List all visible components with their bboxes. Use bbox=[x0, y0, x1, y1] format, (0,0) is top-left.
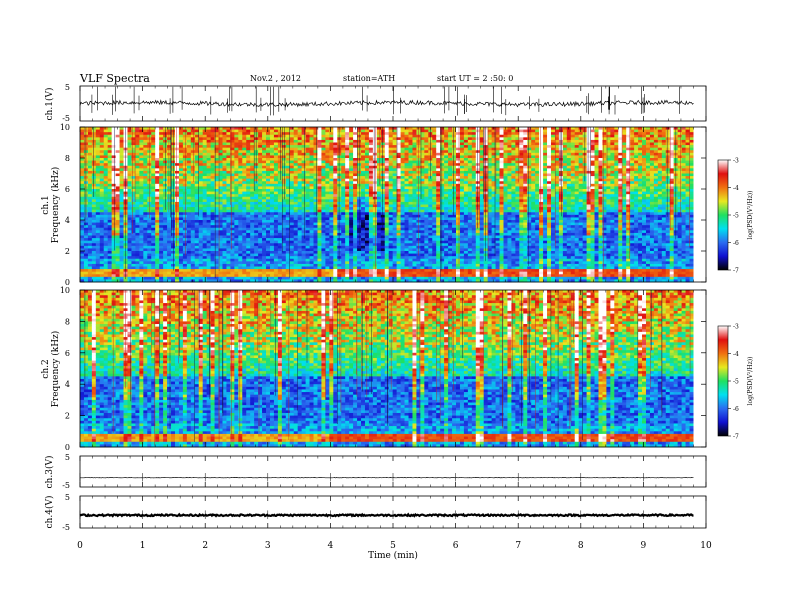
time-tick-7: 7 bbox=[515, 541, 521, 551]
ch3-waveform-ylabel: ch.3(V) bbox=[44, 456, 55, 489]
time-axis: 0 1 2 3 4 5 6 7 8 9 10 bbox=[77, 86, 712, 551]
time-tick-0: 0 bbox=[77, 541, 83, 551]
ch3-waveform-trace bbox=[79, 473, 694, 482]
date-label: Nov.2 , 2012 bbox=[250, 74, 302, 83]
time-tick-3: 3 bbox=[265, 541, 271, 551]
spec1-ytick-0: 0 bbox=[65, 278, 70, 287]
cb2-tick--3: -3 bbox=[733, 324, 739, 331]
ch3-waveform-panel: 5 -5 ch.3(V) bbox=[44, 453, 707, 490]
time-tick-10: 10 bbox=[700, 541, 712, 551]
cb1-tick--6: -6 bbox=[733, 240, 739, 247]
ch1-spectrogram-image bbox=[80, 127, 706, 283]
ch1-spectrogram-panel: 0 2 4 6 8 10 ch.1 Frequency (kHz) bbox=[41, 123, 707, 287]
ch3-waveform-frame bbox=[79, 455, 707, 488]
ch4-ytick-top: 5 bbox=[65, 493, 70, 502]
ch4-waveform-panel: 5 -5 ch.4(V) bbox=[44, 493, 707, 532]
ch2-colorbar: -3 -4 -5 -6 -7 log(PSD(V²/Hz)) bbox=[717, 324, 754, 441]
time-tick-9: 9 bbox=[641, 541, 647, 551]
cb1-tick--3: -3 bbox=[733, 158, 739, 165]
ch1-waveform-frame bbox=[79, 85, 707, 122]
ch4-waveform-trace bbox=[79, 510, 694, 520]
time-tick-2: 2 bbox=[202, 541, 208, 551]
time-tick-8: 8 bbox=[578, 541, 584, 551]
spec1-ytick-4: 4 bbox=[65, 216, 70, 225]
ch3-ytick-bottom: -5 bbox=[62, 481, 70, 490]
ch2-spec-ylabel: Frequency (kHz) bbox=[50, 331, 61, 408]
cb1-label: log(PSD(V²/Hz)) bbox=[747, 191, 754, 240]
ch1-spec-channel-label: ch.1 bbox=[41, 195, 51, 214]
station-label: station=ATH bbox=[343, 74, 396, 83]
time-tick-1: 1 bbox=[140, 541, 146, 551]
spec2-ytick-0: 0 bbox=[65, 443, 70, 452]
ch1-spec-ylabel: Frequency (kHz) bbox=[50, 167, 61, 244]
time-tick-5: 5 bbox=[390, 541, 396, 551]
ch2-spec-channel-label: ch.2 bbox=[41, 359, 51, 378]
cb2-tick--5: -5 bbox=[733, 379, 739, 386]
ch1-ytick-top: 5 bbox=[65, 83, 70, 92]
ch2-spectrogram-image bbox=[80, 290, 706, 448]
spec2-ytick-8: 8 bbox=[65, 317, 70, 326]
spec2-ytick-10: 10 bbox=[60, 286, 70, 295]
ch1-colorbar: -3 -4 -5 -6 -7 log(PSD(V²/Hz)) bbox=[717, 158, 754, 275]
cb2-tick--4: -4 bbox=[733, 351, 739, 358]
spec1-ytick-6: 6 bbox=[65, 185, 70, 194]
figure-title: VLF Spectra bbox=[80, 72, 150, 85]
ch3-ytick-top: 5 bbox=[65, 453, 70, 462]
ch2-spectrogram-panel: 0 2 4 6 8 10 ch.2 Frequency (kHz) bbox=[41, 286, 707, 452]
spec1-ytick-8: 8 bbox=[65, 154, 70, 163]
ch4-ytick-bottom: -5 bbox=[62, 523, 70, 532]
spec2-ytick-4: 4 bbox=[65, 380, 70, 389]
ch1-ytick-bottom: -5 bbox=[62, 114, 70, 123]
cb1-tick--4: -4 bbox=[733, 185, 739, 192]
cb2-tick--7: -7 bbox=[733, 434, 739, 441]
cb2-tick--6: -6 bbox=[733, 406, 739, 413]
cb1-tick--7: -7 bbox=[733, 268, 739, 275]
spec1-ytick-2: 2 bbox=[65, 247, 70, 256]
spec1-ytick-10: 10 bbox=[60, 123, 70, 132]
start-time-label: start UT = 2 :50: 0 bbox=[437, 74, 514, 83]
ch1-waveform-panel: 5 -5 ch.1(V) bbox=[44, 83, 707, 123]
time-tick-4: 4 bbox=[328, 541, 334, 551]
ch4-waveform-ylabel: ch.4(V) bbox=[44, 496, 55, 529]
time-tick-6: 6 bbox=[453, 541, 459, 551]
cb2-gradient bbox=[717, 325, 729, 437]
ch1-waveform-ylabel: ch.1(V) bbox=[44, 88, 55, 121]
ch1-waveform-trace bbox=[79, 86, 694, 116]
cb1-gradient bbox=[717, 159, 729, 271]
spec2-ytick-2: 2 bbox=[65, 412, 70, 421]
spec2-ytick-6: 6 bbox=[65, 349, 70, 358]
cb1-tick--5: -5 bbox=[733, 213, 739, 220]
time-axis-label: Time (min) bbox=[368, 550, 418, 561]
cb2-label: log(PSD(V²/Hz)) bbox=[747, 357, 754, 406]
